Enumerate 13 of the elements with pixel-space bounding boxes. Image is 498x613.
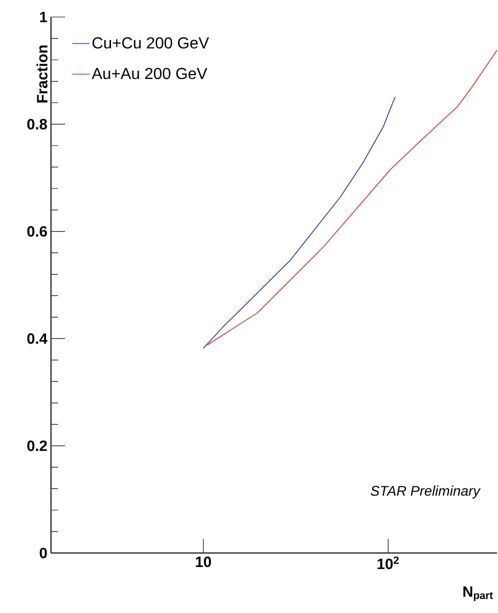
- legend-label: Au+Au 200 GeV: [92, 68, 208, 80]
- y-tick-label: 0.6: [27, 226, 47, 237]
- x-axis-title: N$_{part}$: [463, 586, 493, 602]
- y-tick-label: 0.4: [27, 333, 48, 344]
- y-tick-label: 1: [40, 12, 48, 22]
- legend-label: Cu+Cu 200 GeV: [92, 37, 210, 49]
- y-tick-label: 0: [40, 548, 47, 558]
- y-tick-label: 0.8: [27, 118, 48, 130]
- x-tick-label: 10$^{2}$: [378, 556, 399, 570]
- y-axis-title: Fraction: [36, 45, 48, 102]
- annotation: STAR Preliminary: [370, 486, 481, 499]
- x-tick-label: 10: [196, 556, 211, 568]
- y-tick-label: 0.2: [27, 440, 47, 452]
